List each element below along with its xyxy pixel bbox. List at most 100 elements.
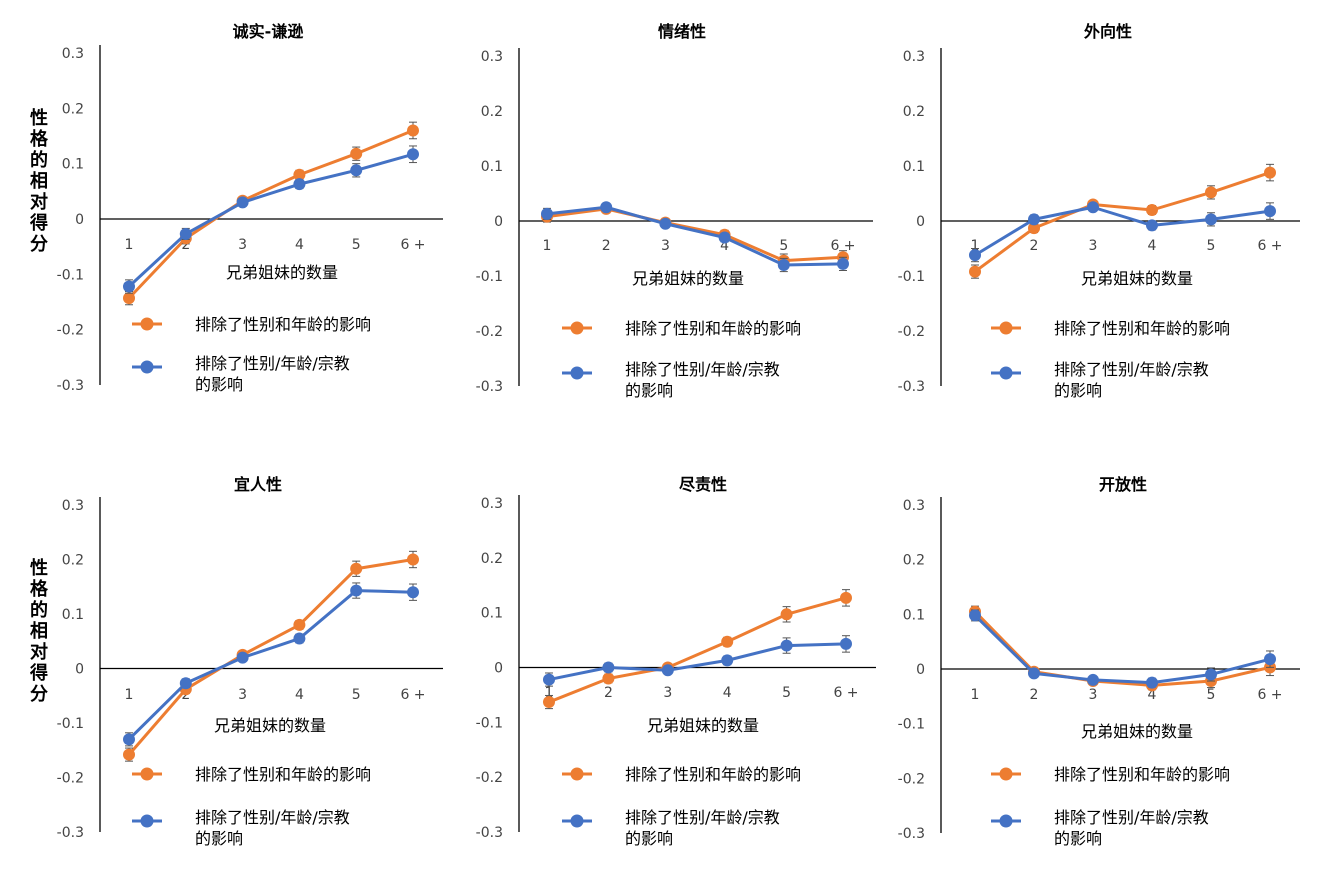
data-point [123, 280, 135, 293]
data-point [179, 227, 192, 240]
data-point [407, 586, 419, 599]
data-point [780, 608, 793, 621]
data-point [1146, 204, 1158, 216]
y-tick-label: -0.3 [57, 378, 84, 394]
legend-label: 排除了性别和年龄的影响 [1054, 319, 1230, 338]
y-tick-label: 0 [916, 662, 925, 678]
x-tick-label: 4 [295, 687, 304, 703]
x-tick-label: 5 [1207, 238, 1216, 254]
y-tick-label: -0.2 [476, 770, 503, 786]
y-tick-label: -0.1 [476, 269, 503, 285]
series-line [548, 642, 847, 682]
y-tick-label: 0.1 [481, 606, 503, 622]
chart-panel-1: 诚实-谦逊 0.3 0.2 0.1 0 -0.1 -0.2 -0.3 1 2 3 4 5 6 + 兄弟姐妹的… [57, 22, 443, 394]
y-tick-label: -0.2 [476, 324, 503, 340]
y-tick-label: 0 [494, 214, 503, 230]
x-tick-label: 3 [1089, 687, 1098, 703]
x-tick-label: 6 + [1257, 687, 1282, 703]
data-point [407, 124, 419, 137]
x-tick-label: 4 [1148, 238, 1157, 254]
data-point [123, 733, 135, 746]
data-point [1205, 213, 1217, 226]
x-tick-label: 1 [125, 237, 134, 253]
y-tick-label: -0.1 [898, 269, 925, 285]
data-point [543, 673, 555, 686]
x-tick-label: 6 + [830, 238, 855, 254]
data-point [236, 196, 249, 209]
x-tick-label: 6 + [1257, 238, 1282, 254]
data-point [600, 201, 613, 214]
data-point [1264, 653, 1276, 666]
legend-marker [570, 321, 584, 335]
y-tick-label: -0.3 [57, 825, 84, 841]
chart-panel-6: 开放性 0.3 0.2 0.1 0 -0.1 -0.2 -0.3 1 2 3 4 5 6 + 兄弟姐妹的数量… [898, 475, 1300, 848]
data-point [350, 562, 363, 575]
x-axis-title: 兄弟姐妹的数量 [1081, 269, 1193, 288]
series-line [127, 129, 414, 300]
data-point [1146, 219, 1158, 232]
legend-marker [570, 767, 584, 781]
series-line [974, 205, 1271, 257]
y-tick-label: -0.3 [898, 379, 925, 395]
x-tick-label: 1 [971, 238, 980, 254]
data-point [837, 257, 849, 270]
y-tick-label: 0.1 [481, 159, 503, 175]
data-point [1087, 201, 1099, 214]
x-tick-label: 4 [295, 237, 304, 253]
x-tick-label: 1 [971, 687, 980, 703]
series-line [974, 171, 1271, 273]
data-point [350, 584, 363, 597]
y-tick-label: 0.1 [62, 607, 84, 623]
chart-panel-3: 外向性 0.3 0.2 0.1 0 -0.1 -0.2 -0.3 1 2 3 4 5 6 + 兄弟姐妹的数量… [898, 22, 1300, 400]
chart-panel-2: 情绪性 0.3 0.2 0.1 0 -0.1 -0.2 -0.3 1 2 3 4 5 6 + 兄弟姐妹的数量… [476, 22, 873, 400]
data-point [293, 618, 306, 631]
y-tick-label: -0.2 [898, 771, 925, 787]
x-tick-label: 5 [782, 685, 791, 701]
x-tick-label: 1 [545, 685, 554, 701]
legend-marker [570, 366, 584, 380]
x-tick-label: 2 [181, 237, 190, 253]
y-tick-label: -0.2 [57, 323, 84, 339]
y-tick-label: 0.3 [481, 49, 503, 65]
x-tick-label: 4 [723, 685, 732, 701]
y-tick-label: 0 [494, 661, 503, 677]
data-point [602, 672, 615, 685]
chart-title: 诚实-谦逊 [233, 22, 304, 41]
y-tick-label: 0.1 [62, 157, 84, 173]
legend-label: 排除了性别和年龄的影响 [195, 765, 371, 784]
x-axis-title: 兄弟姐妹的数量 [1081, 722, 1193, 741]
data-point [350, 147, 363, 160]
data-point [1028, 222, 1040, 235]
legend-marker [999, 767, 1013, 781]
x-tick-label: 3 [1089, 238, 1098, 254]
data-point [543, 696, 555, 709]
x-axis-title: 兄弟姐妹的数量 [632, 269, 744, 288]
data-point [293, 632, 306, 645]
y-tick-label: 0.2 [903, 104, 925, 120]
data-point [541, 207, 553, 220]
x-tick-label: 3 [661, 238, 670, 254]
series-line [546, 205, 844, 267]
legend-label: 排除了性别和年龄的影响 [625, 319, 801, 338]
chart-title: 宜人性 [234, 475, 282, 494]
legend-label: 排除了性别/年龄/宗教的影响 [195, 354, 350, 394]
data-point [123, 292, 135, 305]
data-point [1028, 667, 1040, 680]
y-tick-label: 0.3 [903, 49, 925, 65]
data-point [1205, 668, 1217, 681]
y-tick-label: 0.2 [481, 551, 503, 567]
legend-marker [999, 814, 1013, 828]
data-point [718, 231, 731, 244]
data-point [1087, 673, 1099, 686]
x-tick-label: 4 [1148, 687, 1157, 703]
legend-marker [999, 366, 1013, 380]
legend-label: 排除了性别/年龄/宗教的影响 [1054, 360, 1209, 400]
y-tick-label: 0.1 [903, 159, 925, 175]
data-point [840, 591, 852, 604]
y-tick-label: 0.3 [903, 498, 925, 514]
legend-label: 排除了性别/年龄/宗教的影响 [195, 808, 350, 848]
y-tick-label: 0.2 [481, 104, 503, 120]
x-tick-label: 3 [238, 687, 247, 703]
x-tick-label: 5 [1207, 687, 1216, 703]
